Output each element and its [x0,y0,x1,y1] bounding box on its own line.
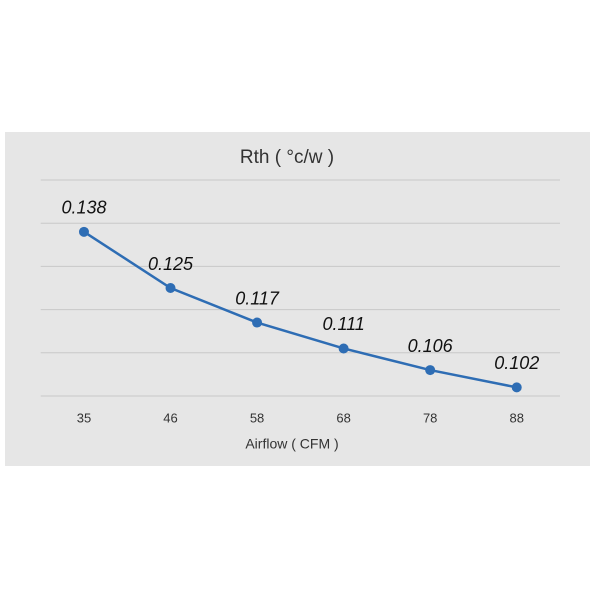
x-tick-label: 88 [509,410,523,425]
data-point [511,382,522,393]
data-label: 0.117 [235,288,280,308]
x-tick-label: 78 [423,410,437,425]
x-tick-label: 58 [250,410,264,425]
data-point [425,365,436,376]
data-label: 0.106 [408,336,454,356]
data-label: 0.111 [322,314,364,334]
x-tick-label: 68 [336,410,350,425]
data-label: 0.138 [61,198,106,218]
data-label: 0.125 [148,254,194,274]
chart-title: Rth ( °c/w ) [240,147,334,168]
x-tick-label: 46 [163,410,177,425]
data-point [338,343,349,354]
data-label: 0.102 [494,353,539,373]
data-point [252,317,263,328]
data-point [165,283,176,293]
x-tick-label: 35 [77,410,91,425]
chart-panel [5,132,590,466]
data-line [83,230,517,389]
x-axis-label: Airflow ( CFM ) [245,436,338,452]
data-point [78,226,89,237]
